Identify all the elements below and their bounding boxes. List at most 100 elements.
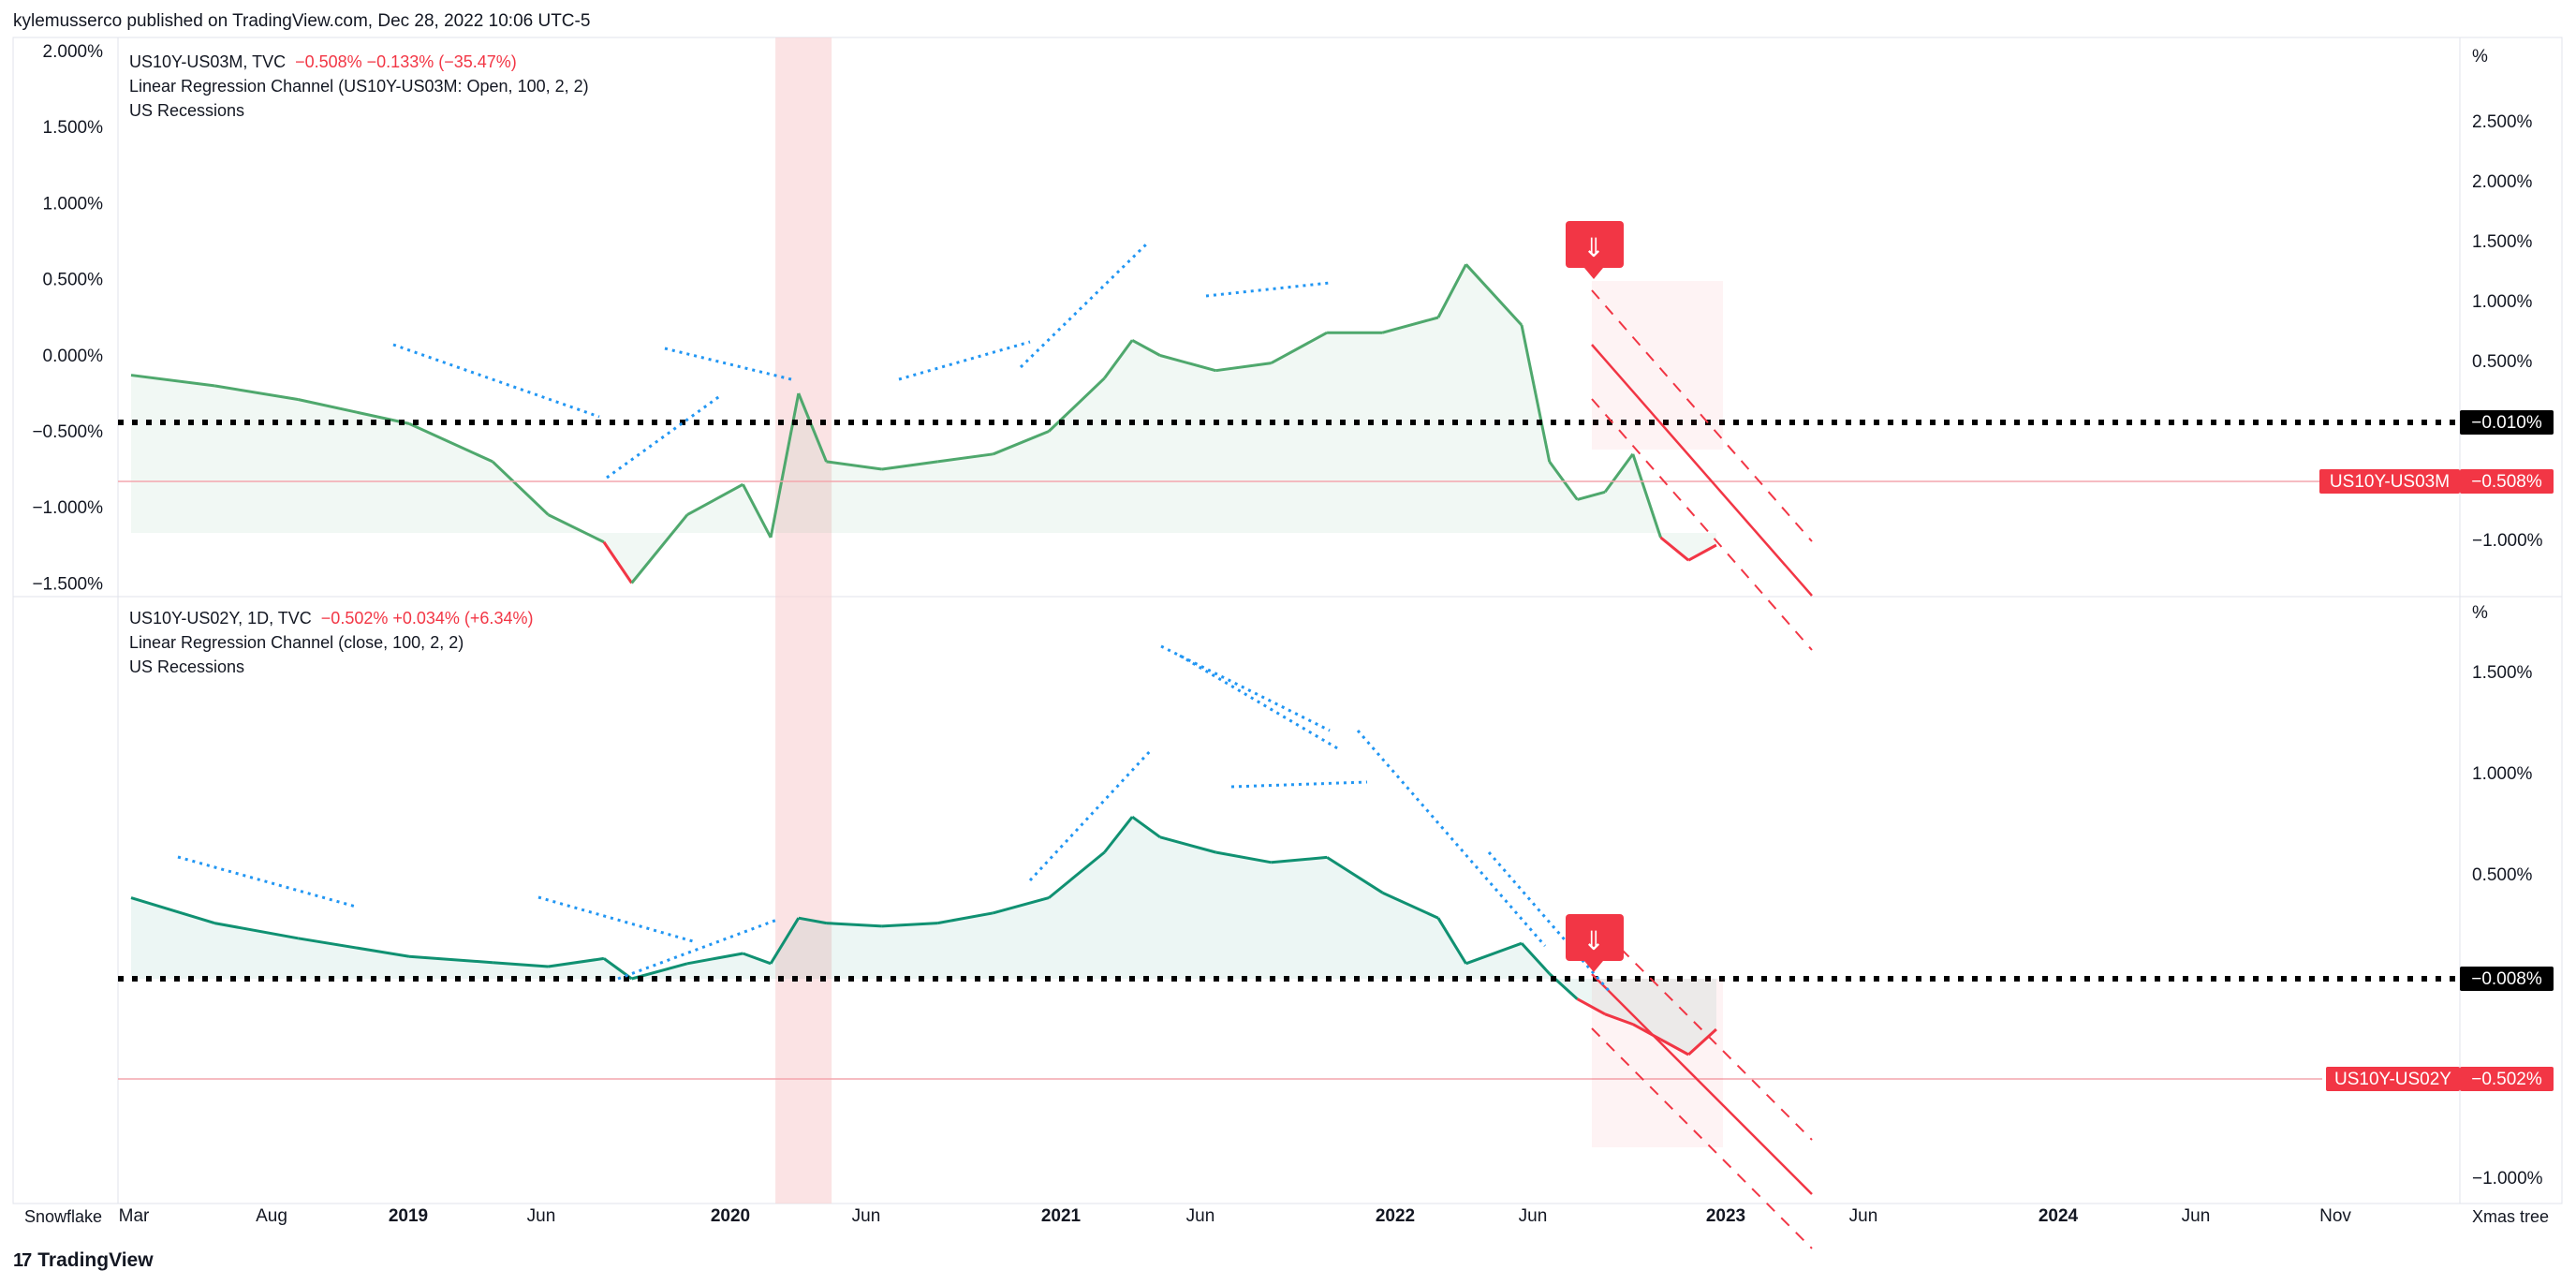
top-series-segment bbox=[1159, 354, 1216, 373]
x-axis-tick-label: Jun bbox=[2182, 1206, 2211, 1226]
top-series-segment bbox=[547, 513, 605, 544]
top-series-segment bbox=[1465, 263, 1524, 327]
left-axis-tick-label: −1.500% bbox=[32, 574, 103, 594]
bottom-series-segment bbox=[1576, 997, 1606, 1016]
down-arrows-signal-top-icon: ⇓ bbox=[1582, 233, 1604, 262]
x-axis-tick-label: 2019 bbox=[389, 1206, 428, 1226]
right-axis-tick-label: 2.500% bbox=[2472, 112, 2533, 132]
top-regression-shade bbox=[1592, 281, 1723, 450]
bottom-series-segment bbox=[1520, 942, 1551, 975]
x-axis-tick-label: Jun bbox=[852, 1206, 881, 1226]
legend-bottom-indicator[interactable]: Linear Regression Channel (close, 100, 2… bbox=[129, 633, 464, 652]
regression-trendline bbox=[898, 340, 1031, 381]
regression-trendline bbox=[177, 855, 357, 908]
top-series-segment bbox=[602, 540, 633, 584]
bottom-series-segment bbox=[408, 954, 493, 965]
top-area-fill bbox=[131, 264, 1716, 583]
top-series-segment bbox=[826, 460, 883, 471]
legend-bottom-recessions[interactable]: US Recessions bbox=[129, 657, 245, 676]
bottom-series-segment bbox=[213, 922, 299, 940]
bottom-symbol-tag: US10Y-US02Y bbox=[2334, 1070, 2451, 1089]
top-series-segment bbox=[1270, 331, 1328, 364]
bottom-series-segment bbox=[548, 956, 605, 968]
bottom-price-tag-bg bbox=[2460, 1067, 2554, 1091]
bottom-series-segment bbox=[769, 917, 801, 965]
top-symbol-tag: US10Y-US03M bbox=[2330, 472, 2450, 492]
bottom-series-segment bbox=[742, 952, 772, 966]
top-series-segment bbox=[686, 482, 744, 516]
top-series-segment bbox=[492, 460, 550, 516]
down-arrows-signal-bottom bbox=[1566, 914, 1624, 961]
regression-trendline bbox=[617, 918, 778, 981]
regression-trendline bbox=[1179, 654, 1340, 751]
top-series-segment bbox=[130, 374, 215, 388]
regression-trendline bbox=[392, 343, 600, 419]
regression-trendline bbox=[1356, 730, 1547, 947]
right-axis-tick-label: % bbox=[2472, 603, 2488, 623]
x-axis-tick-label: Nov bbox=[2319, 1206, 2351, 1226]
legend-top-symbol[interactable]: US10Y-US03M, TVC bbox=[129, 52, 287, 71]
left-axis-tick-label: 2.000% bbox=[43, 42, 104, 62]
top-series-segment bbox=[1520, 324, 1552, 463]
top-series-segment bbox=[1436, 263, 1467, 318]
right-axis-tick-label: 0.500% bbox=[2472, 865, 2533, 885]
left-axis-tick-label: 0.000% bbox=[43, 347, 104, 366]
bottom-series-segment bbox=[1215, 850, 1272, 864]
regression-trendline bbox=[1230, 780, 1368, 789]
bottom-series-segment bbox=[130, 896, 215, 925]
regression-trendline bbox=[1205, 281, 1331, 298]
corner-right-label: Xmas tree bbox=[2472, 1207, 2550, 1226]
x-axis-tick-label: Jun bbox=[527, 1206, 556, 1226]
x-axis-tick-label: Jun bbox=[1519, 1206, 1548, 1226]
top-series-segment bbox=[408, 422, 493, 464]
bottom-level-tag-bg bbox=[2460, 967, 2554, 991]
legend-bottom-symbol[interactable]: US10Y-US02Y, 1D, TVC bbox=[129, 609, 312, 628]
bottom-series-segment bbox=[686, 952, 743, 966]
top-series-segment bbox=[797, 392, 828, 463]
x-axis-tick-label: 2022 bbox=[1376, 1206, 1415, 1226]
bottom-series-segment bbox=[1103, 816, 1134, 853]
x-axis-tick-label: Mar bbox=[119, 1206, 150, 1226]
top-series-segment bbox=[1659, 536, 1690, 562]
legend-top-values: −0.508% −0.133% (−35.47%) bbox=[295, 52, 517, 71]
top-level-tag-bg bbox=[2460, 410, 2554, 435]
legend-top-recessions[interactable]: US Recessions bbox=[129, 101, 245, 120]
down-arrows-signal-bottom-icon: ⇓ bbox=[1582, 926, 1604, 955]
bottom-symbol-tag-bg bbox=[2326, 1067, 2460, 1091]
down-arrows-signal-top-pointer bbox=[1584, 268, 1603, 279]
footer-brand-label: TradingView bbox=[37, 1249, 154, 1271]
x-axis-tick-label: Jun bbox=[1186, 1206, 1215, 1226]
top-series-segment bbox=[213, 384, 299, 401]
bottom-series-segment bbox=[881, 922, 938, 928]
legend-bottom-values: −0.502% +0.034% (+6.34%) bbox=[320, 609, 534, 628]
bottom-series-segment bbox=[1131, 815, 1161, 839]
regression-trendline bbox=[537, 895, 694, 943]
left-axis-tick-label: 1.000% bbox=[43, 194, 104, 214]
bottom-series-segment bbox=[798, 916, 827, 925]
left-axis-tick-label: 0.500% bbox=[43, 271, 104, 290]
bottom-series-segment bbox=[1687, 1027, 1717, 1056]
left-axis-tick-label: −1.000% bbox=[32, 498, 103, 518]
bottom-series-segment bbox=[297, 937, 410, 958]
bottom-regression-upper bbox=[1591, 919, 1813, 1141]
bottom-series-segment bbox=[937, 911, 994, 925]
bottom-level-tag: −0.008% bbox=[2471, 969, 2542, 989]
top-series-segment bbox=[297, 398, 410, 425]
legend-top-indicator[interactable]: Linear Regression Channel (US10Y-US03M: … bbox=[129, 77, 589, 96]
bottom-area-fill bbox=[131, 817, 1716, 1055]
footer-brand[interactable]: 17 TradingView bbox=[13, 1249, 154, 1272]
top-series-segment bbox=[742, 483, 773, 539]
bottom-series-segment bbox=[993, 896, 1050, 915]
top-price-tag-bg bbox=[2460, 469, 2554, 494]
top-series-segment bbox=[1048, 377, 1106, 433]
bottom-series-segment bbox=[1465, 941, 1523, 966]
top-series-segment bbox=[1382, 316, 1439, 334]
left-axis-tick-label: −0.500% bbox=[32, 422, 103, 442]
bottom-series-segment bbox=[492, 961, 549, 968]
right-axis-tick-label: 1.500% bbox=[2472, 663, 2533, 683]
legend-top: US10Y-US03M, TVC −0.508% −0.133% (−35.47… bbox=[129, 50, 589, 123]
right-axis-tick-label: 0.500% bbox=[2472, 352, 2533, 372]
right-axis-tick-label: % bbox=[2472, 47, 2488, 66]
bottom-series-segment bbox=[1048, 850, 1106, 899]
